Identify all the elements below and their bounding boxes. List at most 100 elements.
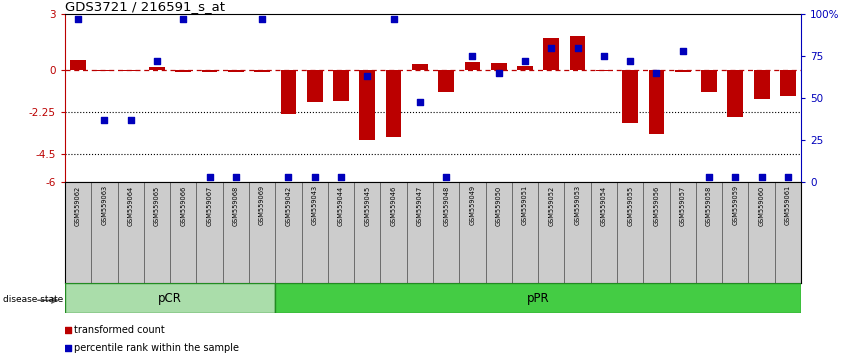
Bar [517,65,533,70]
Point [492,70,506,76]
Point [728,175,742,180]
Text: percentile rank within the sample: percentile rank within the sample [74,343,240,353]
Bar [359,70,375,140]
Bar [144,182,170,283]
Point [98,117,112,123]
Point [334,175,348,180]
Bar [118,182,144,283]
Point [360,74,374,79]
Text: GSM559064: GSM559064 [127,185,133,225]
Bar [433,182,459,283]
Bar [333,70,349,101]
Bar [328,182,354,283]
Text: GSM559050: GSM559050 [495,185,501,225]
Bar [544,38,559,70]
Text: GSM559043: GSM559043 [312,185,318,225]
Text: GSM559042: GSM559042 [286,185,291,225]
Bar [228,70,243,72]
Point [307,175,321,180]
Point [754,175,768,180]
Bar [197,182,223,283]
Text: GSM559062: GSM559062 [75,185,81,225]
Bar [753,70,770,99]
Text: GSM559061: GSM559061 [785,185,791,225]
Bar [623,70,638,124]
Bar [643,182,669,283]
Bar [438,70,454,92]
Point [781,175,795,180]
Bar [596,70,611,71]
Point [177,16,191,22]
Text: GSM559046: GSM559046 [391,185,397,225]
Bar [149,67,165,70]
Point [150,58,164,64]
Text: GSM559044: GSM559044 [338,185,344,225]
Text: GSM559049: GSM559049 [469,185,475,225]
Text: GSM559054: GSM559054 [601,185,607,225]
Bar [675,70,691,72]
Text: disease state: disease state [3,295,63,304]
Bar [512,182,538,283]
Text: GDS3721 / 216591_s_at: GDS3721 / 216591_s_at [65,0,225,13]
Point [466,53,480,59]
Bar [722,182,748,283]
Bar [385,70,402,137]
Point [255,16,269,22]
Bar [727,70,743,117]
Text: GSM559068: GSM559068 [233,185,239,225]
Bar [565,182,591,283]
Bar [459,182,486,283]
Bar [591,182,617,283]
Point [124,117,138,123]
Text: GSM559066: GSM559066 [180,185,186,225]
Point [386,16,400,22]
Point [203,175,216,180]
Point [518,58,532,64]
Text: GSM559047: GSM559047 [417,185,423,225]
Point [545,45,559,51]
Bar [464,62,481,70]
Bar [491,63,507,70]
Bar [617,182,643,283]
Bar [281,70,296,114]
Point [597,53,611,59]
Point [650,70,663,76]
Text: GSM559057: GSM559057 [680,185,686,225]
Text: transformed count: transformed count [74,325,165,335]
Text: GSM559063: GSM559063 [101,185,107,225]
Bar [649,70,664,134]
Bar [175,70,191,72]
Text: pPR: pPR [527,292,549,305]
Text: pCR: pCR [158,292,182,305]
Text: GSM559045: GSM559045 [365,185,371,225]
Bar [249,182,275,283]
Point [624,58,637,64]
Point [571,45,585,51]
Bar [701,70,717,92]
Bar [307,70,322,102]
Bar [223,182,249,283]
Bar [775,182,801,283]
Text: GSM559060: GSM559060 [759,185,765,225]
Bar [123,70,139,71]
Bar [70,60,86,70]
Bar [486,182,512,283]
Point [229,175,242,180]
Text: GSM559053: GSM559053 [575,185,580,225]
Bar [202,70,217,72]
Bar [96,70,113,71]
Bar [538,182,565,283]
Bar [91,182,118,283]
Bar [275,182,301,283]
Text: GSM559058: GSM559058 [706,185,712,225]
Bar [255,70,270,72]
Bar [170,182,197,283]
Text: GSM559059: GSM559059 [733,185,739,225]
Bar [65,182,91,283]
Point [71,16,85,22]
Bar [301,182,328,283]
Point [675,48,689,54]
Text: GSM559069: GSM559069 [259,185,265,225]
Text: GSM559051: GSM559051 [522,185,528,225]
Text: GSM559067: GSM559067 [207,185,212,225]
